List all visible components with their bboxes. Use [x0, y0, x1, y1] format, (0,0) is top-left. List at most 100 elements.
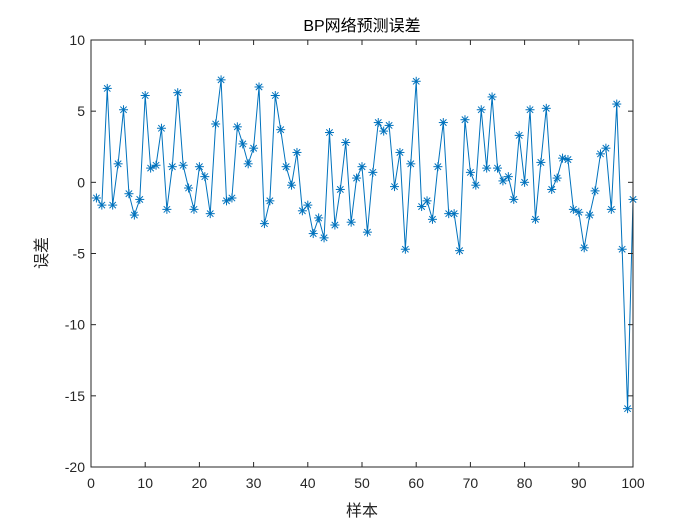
asterisk-marker	[232, 122, 242, 132]
asterisk-marker	[476, 105, 486, 115]
asterisk-marker	[297, 206, 307, 216]
y-tick-label: -15	[65, 388, 85, 404]
y-tick-label: -5	[73, 246, 86, 262]
asterisk-marker	[335, 184, 345, 194]
asterisk-marker	[308, 229, 318, 239]
asterisk-marker	[617, 244, 627, 254]
asterisk-marker	[227, 193, 237, 203]
asterisk-marker	[238, 139, 248, 149]
asterisk-marker	[108, 200, 118, 210]
chart-title: BP网络预测误差	[303, 16, 420, 35]
asterisk-marker	[585, 210, 595, 220]
asterisk-marker	[558, 153, 568, 163]
asterisk-marker	[493, 163, 502, 173]
asterisk-marker	[287, 180, 297, 190]
asterisk-marker	[140, 91, 150, 101]
axes-background	[91, 40, 633, 467]
asterisk-marker	[259, 219, 269, 229]
asterisk-marker	[590, 186, 600, 196]
y-tick-label: 5	[77, 103, 85, 119]
asterisk-marker	[536, 157, 546, 167]
asterisk-marker	[498, 176, 508, 186]
asterisk-marker	[417, 202, 427, 212]
asterisk-marker	[455, 246, 465, 256]
asterisk-marker	[211, 119, 221, 129]
asterisk-marker	[254, 82, 264, 92]
asterisk-marker	[173, 88, 183, 98]
x-tick-label: 80	[517, 475, 533, 491]
x-tick-label: 0	[87, 475, 95, 491]
asterisk-marker	[178, 160, 188, 170]
asterisk-marker	[281, 162, 291, 172]
asterisk-marker	[390, 182, 400, 192]
x-tick-label: 70	[463, 475, 479, 491]
asterisk-marker	[129, 210, 139, 220]
series-line	[96, 79, 634, 409]
asterisk-marker	[357, 162, 367, 172]
asterisk-marker	[509, 194, 519, 204]
asterisk-marker	[520, 177, 530, 187]
asterisk-marker	[400, 244, 410, 254]
asterisk-marker	[384, 120, 394, 130]
asterisk-marker	[449, 209, 459, 219]
asterisk-marker	[547, 184, 557, 194]
asterisk-marker	[270, 91, 280, 101]
asterisk-marker	[162, 204, 172, 214]
asterisk-marker	[541, 103, 551, 113]
x-axis-ticks: 0 10 20 30 40 50 60 70 80 90 100	[87, 40, 645, 491]
asterisk-marker	[352, 173, 362, 183]
series-layer	[91, 75, 638, 414]
x-axis-label: 样本	[346, 501, 378, 520]
asterisk-marker	[135, 194, 145, 204]
asterisk-marker	[346, 217, 356, 227]
y-tick-label: 10	[69, 32, 85, 48]
asterisk-marker	[205, 209, 215, 219]
asterisk-marker	[324, 128, 334, 138]
asterisk-marker	[460, 115, 470, 125]
asterisk-marker	[243, 159, 253, 169]
x-tick-label: 30	[246, 475, 262, 491]
asterisk-marker	[249, 143, 259, 153]
asterisk-marker	[579, 243, 589, 253]
x-tick-label: 60	[408, 475, 424, 491]
asterisk-marker	[303, 200, 313, 210]
asterisk-marker	[330, 220, 340, 230]
asterisk-marker	[91, 193, 101, 203]
asterisk-marker	[113, 159, 123, 169]
x-tick-label: 20	[192, 475, 208, 491]
asterisk-marker	[362, 227, 372, 237]
y-tick-label: 0	[77, 174, 85, 190]
asterisk-marker	[222, 196, 231, 206]
asterisk-marker	[124, 189, 134, 199]
asterisk-marker	[368, 167, 378, 177]
asterisk-marker	[606, 204, 616, 214]
asterisk-marker	[563, 155, 573, 165]
asterisk-marker	[601, 143, 611, 153]
asterisk-marker	[552, 173, 562, 183]
asterisk-marker	[319, 233, 329, 243]
asterisk-marker	[97, 200, 107, 210]
asterisk-marker	[406, 159, 416, 169]
x-tick-label: 40	[300, 475, 316, 491]
asterisk-marker	[314, 213, 324, 223]
asterisk-marker	[433, 162, 443, 172]
asterisk-marker	[530, 214, 540, 224]
asterisk-marker	[427, 214, 437, 224]
x-tick-label: 90	[571, 475, 587, 491]
y-tick-label: -10	[65, 317, 85, 333]
asterisk-marker	[471, 180, 481, 190]
asterisk-marker	[422, 196, 432, 206]
asterisk-marker	[200, 172, 210, 182]
x-tick-label: 100	[621, 475, 645, 491]
asterisk-marker	[525, 105, 535, 115]
asterisk-marker	[184, 183, 194, 193]
x-tick-label: 10	[137, 475, 153, 491]
asterisk-marker	[341, 137, 351, 147]
asterisk-marker	[514, 130, 524, 140]
y-axis-label: 误差	[32, 237, 51, 269]
asterisk-marker	[265, 196, 275, 206]
asterisk-marker	[379, 126, 389, 136]
asterisk-marker	[465, 167, 475, 177]
asterisk-marker	[595, 149, 605, 159]
